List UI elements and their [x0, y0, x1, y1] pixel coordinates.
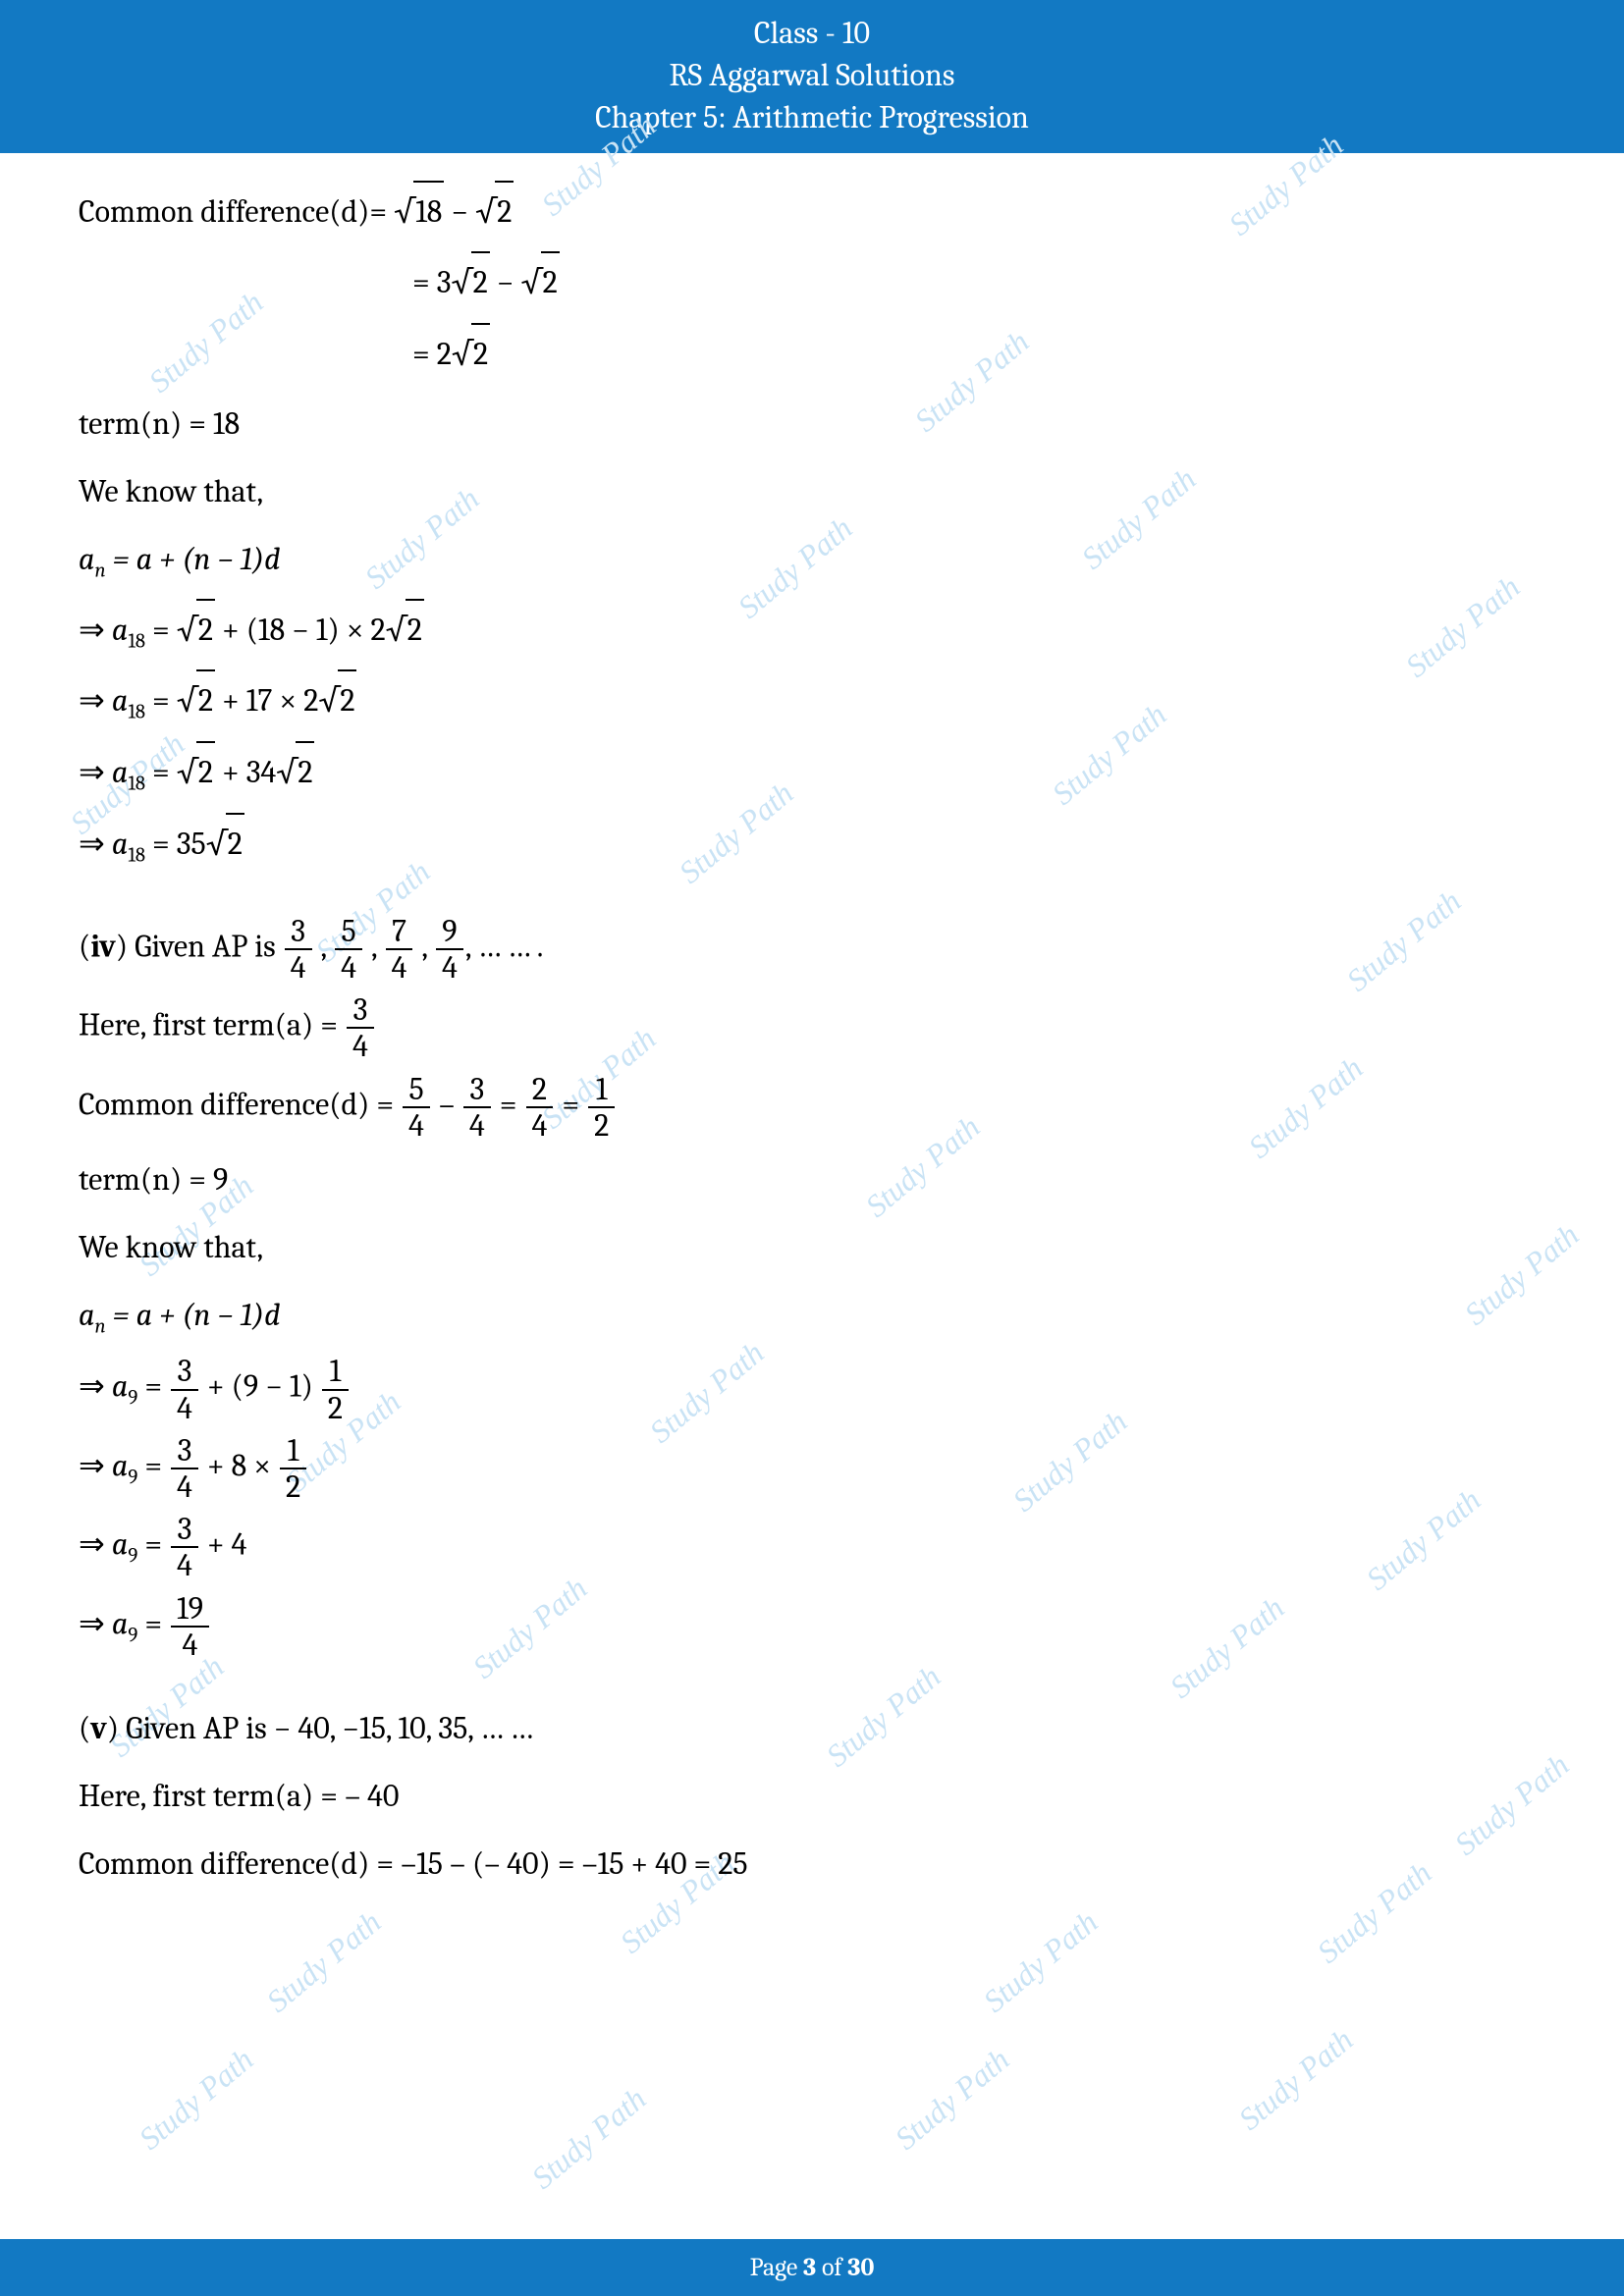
page-content: Common difference(d)= 18 − 2 = 32 − 2 = … — [0, 153, 1624, 1895]
line-cd2: = 32 − 2 — [79, 251, 1545, 315]
line-cd: Common difference(d)= 18 − 2 — [79, 181, 1545, 244]
line-term9: term(n) = 9 — [79, 1150, 1545, 1210]
header-book: RS Aggarwal Solutions — [0, 54, 1624, 96]
line-a9-4: ⇒ a9 = 194 — [79, 1591, 1545, 1662]
line-term18: term(n) = 18 — [79, 395, 1545, 454]
line-formula2: an = a + (n − 1)d — [79, 1286, 1545, 1347]
line-weknow1: We know that, — [79, 462, 1545, 522]
page-header: Class - 10 RS Aggarwal Solutions Chapter… — [0, 0, 1624, 153]
line-a9-3: ⇒ a9 = 34 + 4 — [79, 1512, 1545, 1582]
line-cd3: = 22 — [79, 323, 1545, 387]
header-chapter: Chapter 5: Arithmetic Progression — [0, 96, 1624, 138]
line-firstterm-iv: Here, first term(a) = 34 — [79, 992, 1545, 1063]
line-a9-1: ⇒ a9 = 34 + (9 − 1) 12 — [79, 1354, 1545, 1424]
line-cd-iv: Common difference(d) = 54 – 34 = 24 = 12 — [79, 1072, 1545, 1143]
line-iv: ((iv)iv) Given AP is 34 , 54 , 74 , 94, … — [79, 914, 1545, 985]
line-weknow2: We know that, — [79, 1218, 1545, 1278]
page-footer: Page 3 of 30 — [0, 2239, 1624, 2296]
line-firstterm-v: Here, first term(a) = – 40 — [79, 1767, 1545, 1827]
line-a18-3: ⇒ a18 = 2 + 342 — [79, 741, 1545, 805]
line-v: (v) Given AP is − 40, −15, 10, 35, … … — [79, 1699, 1545, 1759]
line-a18-4: ⇒ a18 = 352 — [79, 813, 1545, 877]
line-a18-1: ⇒ a18 = 2 + (18 − 1) × 22 — [79, 599, 1545, 663]
header-class: Class - 10 — [0, 12, 1624, 54]
line-a18-2: ⇒ a18 = 2 + 17 × 22 — [79, 669, 1545, 733]
line-cd-v: Common difference(d) = –15 – (– 40) = –1… — [79, 1835, 1545, 1895]
line-a9-2: ⇒ a9 = 34 + 8 × 12 — [79, 1433, 1545, 1504]
line-formula1: an = a + (n − 1)d — [79, 530, 1545, 591]
